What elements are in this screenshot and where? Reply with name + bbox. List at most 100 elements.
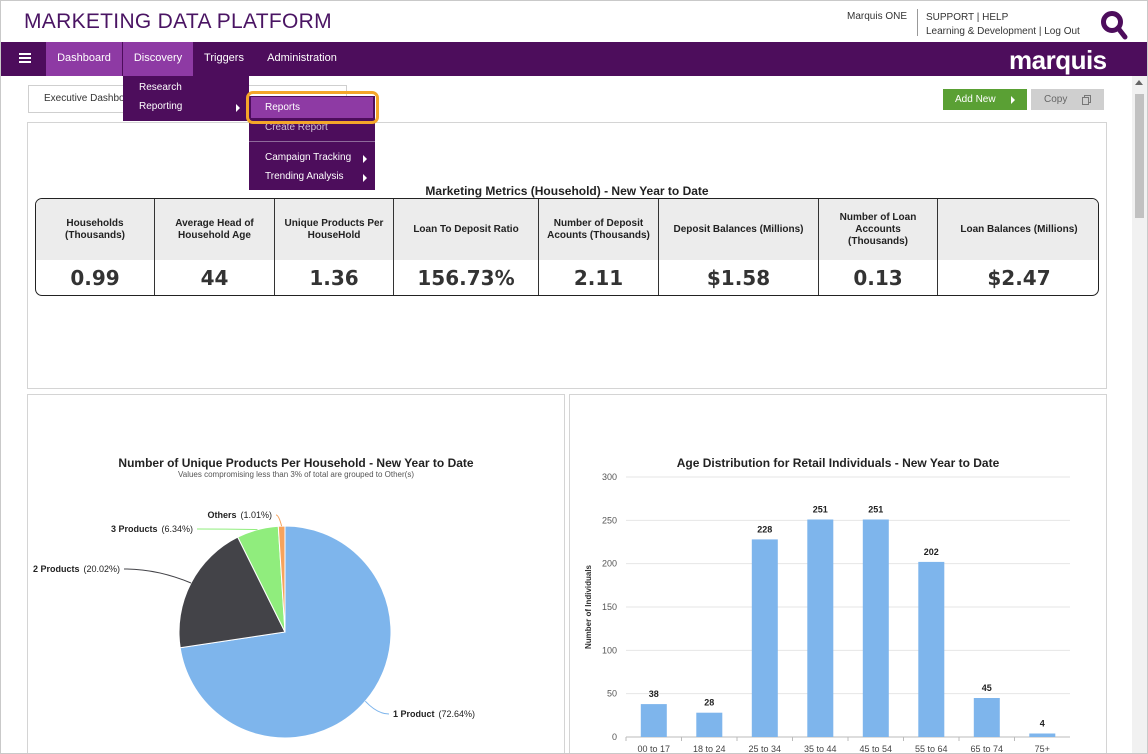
- y-tick-label: 300: [602, 472, 617, 482]
- y-tick-label: 100: [602, 645, 617, 655]
- submenu-arrow-icon: [363, 155, 367, 163]
- pie-chart-title: Number of Unique Products Per Household …: [118, 456, 474, 470]
- x-tick-label: 18 to 24: [693, 744, 726, 754]
- metric-value: 2.11: [573, 266, 624, 290]
- nav-discovery[interactable]: Discovery: [123, 42, 193, 76]
- menu-item-campaign-tracking[interactable]: Campaign Tracking: [265, 152, 352, 163]
- menu-divider: [249, 141, 375, 142]
- pie-label-name: 1 Product: [393, 709, 435, 719]
- metric-value: 156.73%: [417, 266, 515, 290]
- metric-label: Number of Loan Accounts (Thousands): [819, 199, 937, 260]
- metric-deposit-accounts: Number of Deposit Acounts (Thousands) 2.…: [539, 199, 659, 295]
- metric-value: 0.99: [70, 266, 120, 290]
- bar-data-label: 38: [649, 689, 659, 699]
- metrics-title: Marketing Metrics (Household) - New Year…: [425, 184, 709, 198]
- scroll-up-icon[interactable]: [1135, 80, 1143, 85]
- pie-chart-panel: Number of Unique Products Per Household …: [27, 394, 565, 753]
- metric-loan-accounts: Number of Loan Accounts (Thousands) 0.13: [819, 199, 938, 295]
- bar[interactable]: [973, 698, 1000, 737]
- org-name[interactable]: Marquis ONE: [847, 11, 908, 22]
- bar-data-label: 251: [868, 504, 883, 514]
- pie-chart: 1 Product (72.64%) 2 Products (20.02%) 3 Pro…: [33, 510, 475, 739]
- copy-button[interactable]: Copy: [1031, 89, 1104, 110]
- metric-label: Loan Balances (Millions): [938, 199, 1098, 260]
- metric-label: Average Head of Household Age: [155, 199, 274, 260]
- pie-connector: [196, 528, 258, 531]
- metric-loan-balances: Loan Balances (Millions) $2.47: [938, 199, 1098, 295]
- pie-connector: [275, 514, 283, 527]
- bar[interactable]: [696, 712, 723, 737]
- learning-link[interactable]: Learning & Development: [926, 26, 1037, 37]
- metric-value: $1.58: [706, 266, 771, 290]
- metric-unique-products: Unique Products Per HouseHold 1.36: [275, 199, 394, 295]
- metric-label: Loan To Deposit Ratio: [394, 199, 538, 260]
- menu-item-create-report[interactable]: Create Report: [265, 122, 328, 133]
- bar-data-label: 202: [924, 547, 939, 557]
- menu-item-research[interactable]: Research: [139, 82, 182, 93]
- metric-loan-deposit-ratio: Loan To Deposit Ratio 156.73%: [394, 199, 539, 295]
- pie-label-name: 3 Products: [111, 524, 158, 534]
- main-nav: Dashboard Discovery Triggers Administrat…: [1, 42, 1147, 76]
- logout-link[interactable]: Log Out: [1044, 26, 1080, 37]
- help-link[interactable]: HELP: [982, 12, 1009, 23]
- search-icon[interactable]: [1100, 10, 1128, 40]
- metric-value: 0.13: [853, 266, 903, 290]
- x-tick-label: 35 to 44: [804, 744, 837, 754]
- metric-value: 44: [200, 266, 229, 290]
- bar-chart: 0 50 100 150 200 250 300 Number of Individuals 3…: [584, 472, 1070, 754]
- metric-label: Number of Deposit Acounts (Thousands): [539, 199, 658, 260]
- y-tick-label: 200: [602, 559, 617, 569]
- x-tick-label: 75+: [1035, 744, 1050, 754]
- x-tick-label: 00 to 17: [637, 744, 670, 754]
- bar[interactable]: [1029, 733, 1056, 738]
- support-link[interactable]: SUPPORT: [926, 12, 974, 23]
- nav-administration[interactable]: Administration: [267, 52, 337, 64]
- pie-label-pct: (72.64%): [439, 709, 476, 719]
- x-tick-label: 25 to 34: [748, 744, 781, 754]
- menu-item-reports[interactable]: Reports: [251, 97, 373, 118]
- pie-label-pct: (6.34%): [161, 524, 193, 534]
- caret-right-icon: [1011, 96, 1015, 104]
- pie-label: 1 Product (72.64%): [393, 709, 475, 719]
- metric-label: Deposit Balances (Millions): [659, 199, 818, 260]
- add-new-label: Add New: [955, 94, 996, 105]
- bar[interactable]: [640, 704, 667, 737]
- menu-item-trending-analysis[interactable]: Trending Analysis: [265, 171, 344, 182]
- bar-data-label: 4: [1040, 719, 1045, 729]
- bar-data-label: 251: [813, 504, 828, 514]
- pie-slice[interactable]: [179, 525, 392, 739]
- bar-data-label: 228: [757, 524, 772, 534]
- discovery-menu: Research Reporting: [123, 76, 249, 121]
- bar[interactable]: [862, 519, 889, 738]
- pie-connector: [364, 700, 390, 715]
- x-tick-label: 65 to 74: [970, 744, 1003, 754]
- hamburger-icon[interactable]: [19, 53, 31, 64]
- highlight-outline: [246, 91, 379, 124]
- copy-icon: [1082, 95, 1091, 105]
- bar[interactable]: [751, 539, 778, 737]
- bar-chart-panel: Age Distribution for Retail Individuals …: [569, 394, 1107, 754]
- nav-dashboard[interactable]: Dashboard: [46, 42, 122, 76]
- bar[interactable]: [807, 519, 834, 738]
- metric-deposit-balances: Deposit Balances (Millions) $1.58: [659, 199, 819, 295]
- add-new-button[interactable]: Add New: [943, 89, 1027, 110]
- y-tick-label: 250: [602, 515, 617, 525]
- bar[interactable]: [918, 561, 945, 737]
- submenu-arrow-icon: [363, 174, 367, 182]
- scroll-thumb[interactable]: [1135, 94, 1144, 218]
- bar-chart-title: Age Distribution for Retail Individuals …: [676, 456, 1000, 470]
- y-tick-label: 150: [602, 602, 617, 612]
- pie-label-pct: (1.01%): [240, 510, 272, 520]
- app-title: MARKETING DATA PLATFORM: [24, 10, 332, 33]
- vertical-scrollbar[interactable]: [1132, 76, 1147, 753]
- pie-label: Others (1.01%): [207, 510, 272, 520]
- y-tick-label: 50: [607, 689, 617, 699]
- pie-label-name: 2 Products: [33, 564, 80, 574]
- menu-item-reporting[interactable]: Reporting: [139, 101, 183, 112]
- metric-label: Households (Thousands): [36, 199, 154, 260]
- pie-label-name: Others: [207, 510, 236, 520]
- metric-avg-age: Average Head of Household Age 44: [155, 199, 275, 295]
- copy-label: Copy: [1044, 94, 1068, 105]
- brand-logo: marquis: [1009, 45, 1107, 75]
- nav-triggers[interactable]: Triggers: [204, 52, 244, 64]
